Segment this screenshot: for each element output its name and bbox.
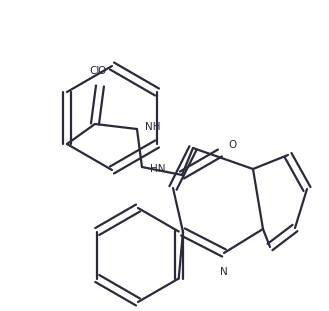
Text: N: N [220, 267, 228, 277]
Text: NH: NH [145, 122, 161, 132]
Text: O: O [98, 66, 106, 76]
Text: Cl: Cl [89, 66, 100, 76]
Text: HN: HN [150, 164, 165, 174]
Text: O: O [228, 140, 236, 150]
